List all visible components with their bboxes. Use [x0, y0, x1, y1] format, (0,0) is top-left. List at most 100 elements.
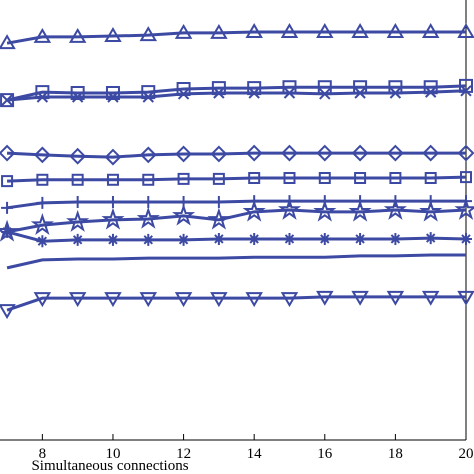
marker [104, 27, 122, 43]
marker [71, 91, 84, 103]
marker [389, 232, 402, 245]
marker [386, 23, 405, 39]
x-tick-label: 14 [247, 446, 263, 462]
marker [0, 34, 16, 50]
marker [36, 173, 49, 186]
marker [316, 144, 334, 162]
marker [106, 233, 119, 246]
marker [389, 87, 402, 99]
marker [68, 27, 87, 43]
marker [106, 196, 119, 209]
marker [212, 232, 225, 245]
marker [386, 144, 404, 162]
marker [104, 148, 122, 166]
marker [172, 203, 196, 226]
marker [210, 23, 228, 39]
marker [245, 292, 263, 308]
marker [383, 197, 407, 220]
marker [36, 235, 49, 248]
marker [454, 197, 474, 220]
marker [106, 173, 119, 186]
marker [281, 144, 298, 162]
marker [142, 196, 155, 209]
marker [70, 86, 85, 101]
marker [348, 199, 372, 222]
marker [351, 144, 369, 162]
marker [460, 171, 472, 184]
marker [104, 292, 122, 308]
marker [33, 292, 52, 308]
marker [460, 232, 472, 245]
x-tick-label: 20 [459, 446, 474, 462]
marker [386, 290, 405, 306]
x-tick-label: 10 [105, 446, 120, 462]
marker [354, 232, 367, 245]
marker [277, 197, 302, 220]
marker [210, 145, 228, 163]
marker [1, 175, 14, 188]
marker [213, 87, 225, 99]
marker [101, 207, 125, 230]
series-line [6, 208, 467, 234]
marker [319, 88, 331, 100]
marker [207, 207, 231, 230]
marker [33, 27, 52, 43]
marker [316, 23, 334, 39]
marker [283, 172, 296, 184]
series-line [6, 295, 466, 312]
marker [318, 232, 331, 245]
marker [421, 23, 440, 39]
marker [36, 91, 49, 103]
marker [177, 233, 190, 246]
marker [351, 290, 369, 306]
marker [248, 232, 261, 245]
marker [280, 292, 299, 308]
marker [30, 213, 54, 236]
marker [313, 199, 337, 222]
x-tick-label: 18 [388, 446, 403, 462]
marker [212, 172, 225, 185]
marker [354, 172, 367, 184]
marker [1, 225, 14, 238]
marker [107, 91, 119, 103]
x-tick-label: 16 [317, 446, 333, 462]
marker [424, 86, 437, 98]
marker [71, 196, 84, 209]
marker [139, 146, 157, 164]
marker [174, 292, 193, 308]
marker [139, 26, 158, 42]
marker [71, 173, 84, 186]
marker [248, 172, 261, 184]
series-line [6, 89, 467, 102]
marker [457, 290, 474, 306]
marker [424, 172, 437, 184]
marker [316, 290, 334, 306]
marker [248, 87, 260, 99]
marker [0, 144, 16, 162]
marker [33, 146, 51, 164]
marker [460, 85, 472, 97]
marker [280, 23, 299, 39]
marker [283, 87, 296, 99]
x-tick-label: 8 [39, 446, 47, 462]
marker [177, 88, 190, 100]
marker [212, 196, 225, 209]
marker [242, 199, 266, 222]
marker [36, 196, 49, 209]
marker [210, 292, 228, 308]
marker [421, 290, 440, 306]
marker [1, 94, 13, 106]
marker [142, 173, 155, 186]
marker [174, 23, 193, 39]
marker [0, 304, 16, 320]
marker [424, 232, 437, 245]
marker [142, 91, 154, 103]
marker [354, 87, 366, 99]
x-tick-label: 12 [176, 446, 191, 462]
marker [351, 23, 369, 39]
marker [419, 199, 443, 222]
series-line [6, 151, 466, 159]
series-line [6, 30, 466, 45]
marker [68, 292, 87, 308]
